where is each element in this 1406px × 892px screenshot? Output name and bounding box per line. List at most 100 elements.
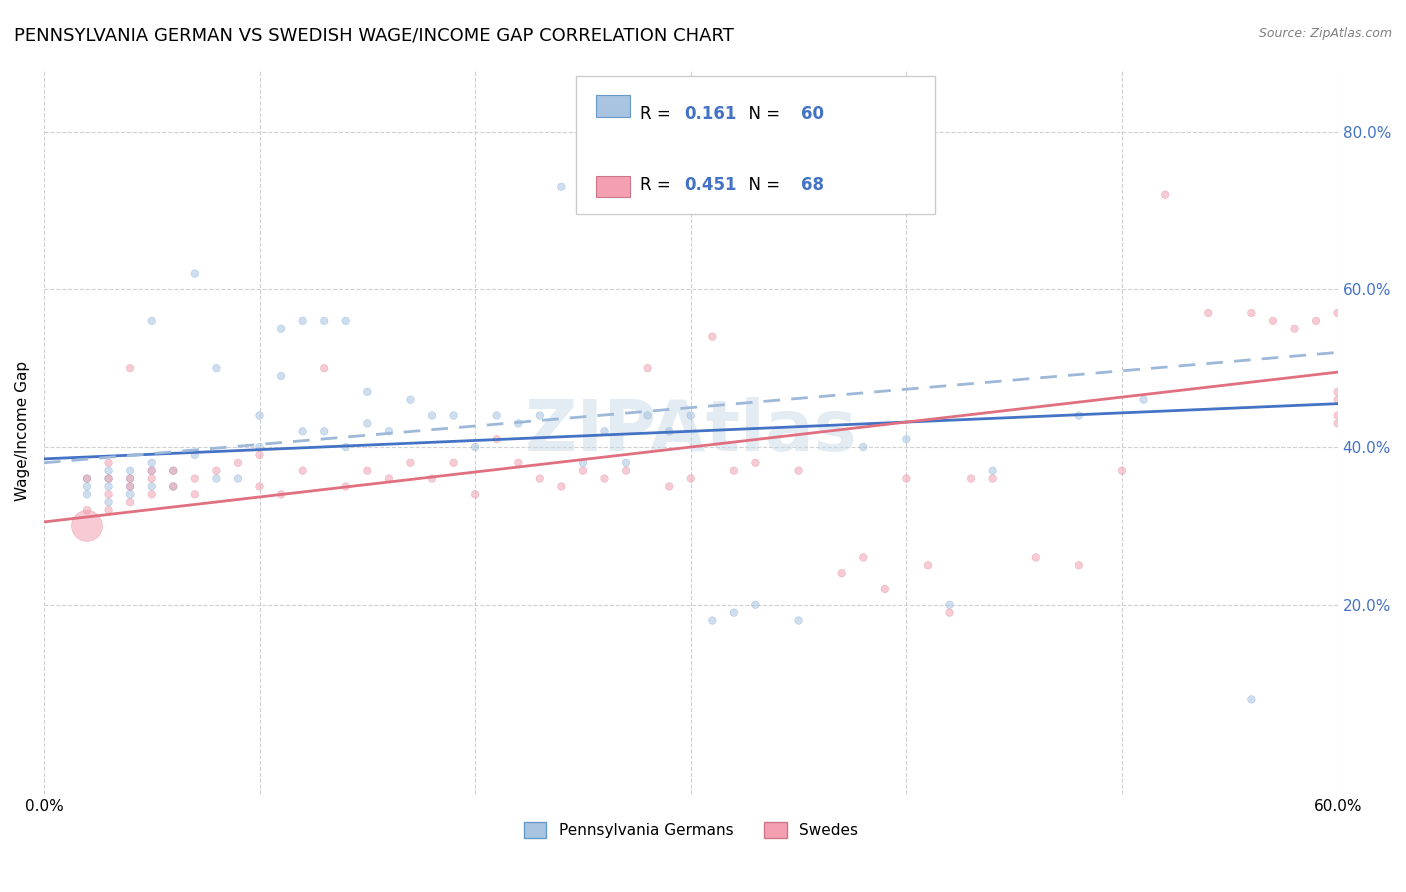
- Point: [76, 487, 98, 501]
- Point: [335, 314, 357, 328]
- Legend: Pennsylvania Germans, Swedes: Pennsylvania Germans, Swedes: [517, 816, 865, 845]
- Text: 60: 60: [801, 105, 824, 123]
- Point: [1197, 306, 1219, 320]
- Point: [314, 314, 336, 328]
- Point: [702, 329, 724, 343]
- Point: [335, 479, 357, 493]
- Point: [356, 417, 378, 431]
- Point: [356, 464, 378, 478]
- Point: [356, 384, 378, 399]
- Point: [1326, 409, 1348, 423]
- Point: [1240, 692, 1263, 706]
- Point: [485, 432, 508, 446]
- Point: [981, 464, 1004, 478]
- Text: 68: 68: [801, 176, 824, 194]
- Point: [76, 472, 98, 486]
- Point: [141, 464, 163, 478]
- Point: [399, 392, 422, 407]
- Point: [97, 479, 120, 493]
- Point: [120, 361, 142, 376]
- Point: [97, 464, 120, 478]
- Point: [572, 456, 595, 470]
- Point: [723, 464, 745, 478]
- Point: [97, 472, 120, 486]
- Point: [1284, 322, 1306, 336]
- Point: [226, 472, 249, 486]
- Point: [249, 448, 271, 462]
- Point: [938, 606, 960, 620]
- Point: [1261, 314, 1284, 328]
- Text: 0.451: 0.451: [685, 176, 737, 194]
- Point: [162, 464, 184, 478]
- Point: [97, 456, 120, 470]
- Point: [1067, 409, 1090, 423]
- Point: [162, 479, 184, 493]
- Point: [270, 487, 292, 501]
- Point: [593, 424, 616, 438]
- Point: [205, 472, 228, 486]
- Point: [723, 606, 745, 620]
- Point: [76, 503, 98, 517]
- Point: [896, 432, 918, 446]
- Point: [702, 614, 724, 628]
- Point: [873, 582, 896, 596]
- Point: [291, 314, 314, 328]
- Point: [1067, 558, 1090, 573]
- Point: [291, 464, 314, 478]
- Text: R =: R =: [640, 176, 676, 194]
- Point: [184, 472, 207, 486]
- Point: [464, 487, 486, 501]
- Point: [205, 464, 228, 478]
- Point: [1326, 417, 1348, 431]
- Point: [314, 424, 336, 438]
- Text: N =: N =: [738, 105, 786, 123]
- Point: [744, 598, 766, 612]
- Point: [335, 440, 357, 454]
- Point: [443, 456, 465, 470]
- Point: [1326, 384, 1348, 399]
- Point: [141, 479, 163, 493]
- Point: [141, 456, 163, 470]
- Point: [76, 519, 98, 533]
- Point: [399, 456, 422, 470]
- Point: [120, 479, 142, 493]
- Point: [141, 464, 163, 478]
- Point: [938, 598, 960, 612]
- Point: [420, 472, 443, 486]
- Point: [120, 472, 142, 486]
- Point: [97, 487, 120, 501]
- Text: Source: ZipAtlas.com: Source: ZipAtlas.com: [1258, 27, 1392, 40]
- Point: [120, 495, 142, 509]
- Point: [378, 472, 401, 486]
- Point: [184, 487, 207, 501]
- Point: [97, 495, 120, 509]
- Point: [141, 487, 163, 501]
- Point: [1025, 550, 1047, 565]
- Point: [1132, 392, 1154, 407]
- Point: [550, 179, 572, 194]
- Point: [120, 479, 142, 493]
- Point: [184, 448, 207, 462]
- Text: R =: R =: [640, 105, 676, 123]
- Point: [443, 409, 465, 423]
- Point: [679, 472, 702, 486]
- Point: [852, 440, 875, 454]
- Point: [529, 472, 551, 486]
- Point: [76, 479, 98, 493]
- Point: [120, 472, 142, 486]
- Point: [249, 440, 271, 454]
- Point: [1111, 464, 1133, 478]
- Point: [614, 464, 637, 478]
- Point: [291, 424, 314, 438]
- Point: [658, 424, 681, 438]
- Text: ZIPAtlas: ZIPAtlas: [524, 397, 858, 466]
- Point: [658, 479, 681, 493]
- Point: [550, 479, 572, 493]
- Point: [141, 314, 163, 328]
- Point: [787, 464, 810, 478]
- Point: [679, 409, 702, 423]
- Point: [120, 487, 142, 501]
- Point: [917, 558, 939, 573]
- Point: [120, 464, 142, 478]
- Point: [420, 409, 443, 423]
